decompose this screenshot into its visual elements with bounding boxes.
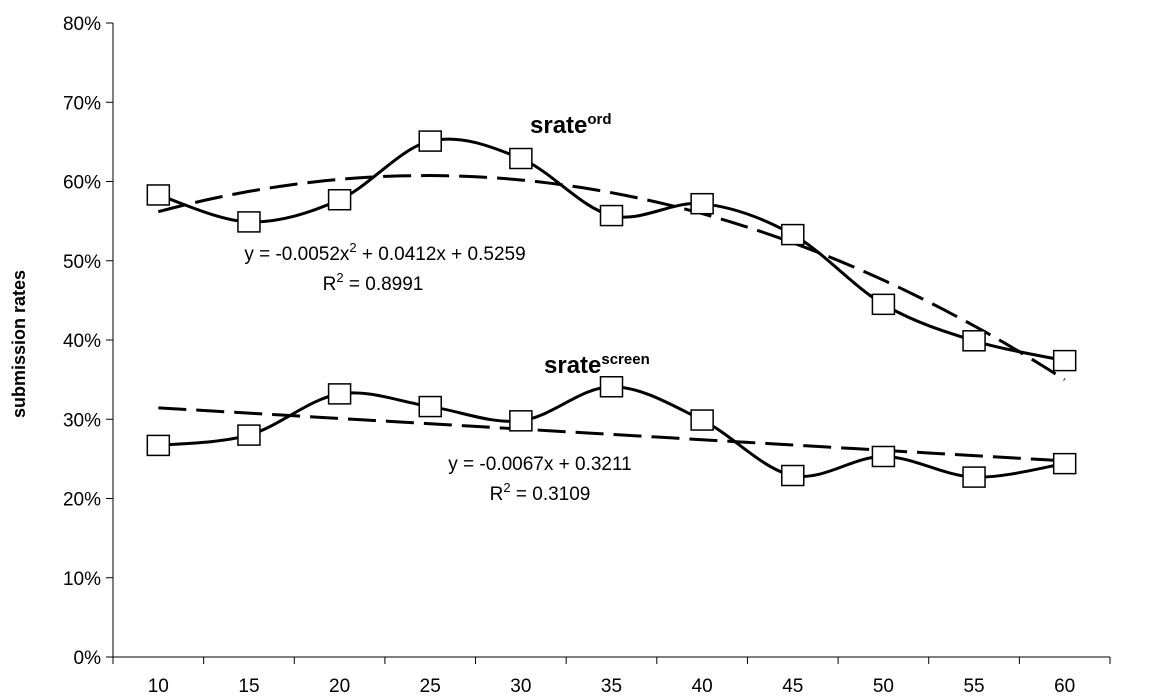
data-point	[781, 464, 805, 487]
data-point	[1052, 452, 1077, 475]
x-tick-label: 55	[963, 676, 984, 697]
y-tick-label: 30%	[63, 410, 101, 431]
trendline-equation-ord: y = -0.0052x2 + 0.0412x + 0.5259	[244, 240, 525, 265]
data-point	[962, 330, 986, 352]
data-point	[237, 424, 261, 446]
series-lines	[157, 137, 1066, 479]
y-tick-label: 80%	[63, 14, 101, 35]
axes: 0% 10% 20% 30% 40% 50% 60% 70% 80% 10 15 20 25 30 35 40…	[63, 14, 1111, 697]
series-label-ord: srateord	[530, 111, 612, 139]
y-tick-label: 40%	[63, 331, 101, 352]
markers	[146, 130, 1077, 488]
data-point	[690, 192, 714, 215]
labels: submission rates srateord sratescreen y …	[9, 111, 650, 505]
x-tick-label: 10	[148, 676, 169, 697]
data-point	[599, 376, 624, 398]
data-point	[1052, 349, 1077, 372]
trendline-r2-ord: R2 = 0.8991	[323, 270, 424, 295]
series-label-screen-base: srate	[544, 352, 601, 379]
trendline-1	[158, 406, 1065, 463]
series-label-screen-sup: screen	[601, 351, 649, 368]
x-tick-label: 60	[1054, 676, 1075, 697]
data-point	[781, 223, 805, 246]
y-tick-label: 50%	[63, 252, 101, 273]
data-point	[962, 466, 986, 488]
data-point	[509, 410, 533, 432]
trendline-0	[157, 174, 1066, 381]
trendline-r2-screen: R2 = 0.3109	[490, 480, 591, 505]
x-tick-label: 25	[420, 676, 441, 697]
x-tick-label: 15	[238, 676, 259, 697]
y-tick-label: 20%	[63, 490, 101, 511]
y-tick-label: 70%	[63, 93, 101, 114]
series-label-screen: sratescreen	[544, 351, 650, 379]
x-tick-label: 50	[873, 676, 894, 697]
x-tick-label: 40	[692, 676, 713, 697]
data-point	[327, 188, 352, 211]
data-point	[690, 409, 714, 431]
y-axis-title: submission rates	[9, 270, 29, 418]
data-point	[418, 130, 442, 152]
data-point	[871, 445, 896, 468]
y-tick-label: 60%	[63, 173, 101, 194]
series-label-ord-base: srate	[530, 112, 587, 139]
x-tick-label: 45	[782, 676, 803, 697]
x-tick-label: 20	[329, 676, 350, 697]
data-point	[871, 293, 896, 316]
x-tick-label: 30	[510, 676, 531, 697]
data-point	[509, 147, 533, 170]
y-tick-label: 10%	[63, 569, 101, 590]
data-point	[327, 383, 352, 405]
data-point	[146, 184, 171, 206]
trendlines	[157, 174, 1066, 463]
series-label-ord-sup: ord	[587, 111, 611, 128]
data-point	[146, 434, 171, 457]
data-point	[237, 211, 261, 233]
trendline-equation-screen: y = -0.0067x + 0.3211	[448, 454, 631, 475]
data-point	[599, 204, 624, 227]
y-tick-label: 0%	[74, 648, 102, 669]
x-tick-label: 35	[601, 676, 622, 697]
data-point	[418, 395, 442, 418]
